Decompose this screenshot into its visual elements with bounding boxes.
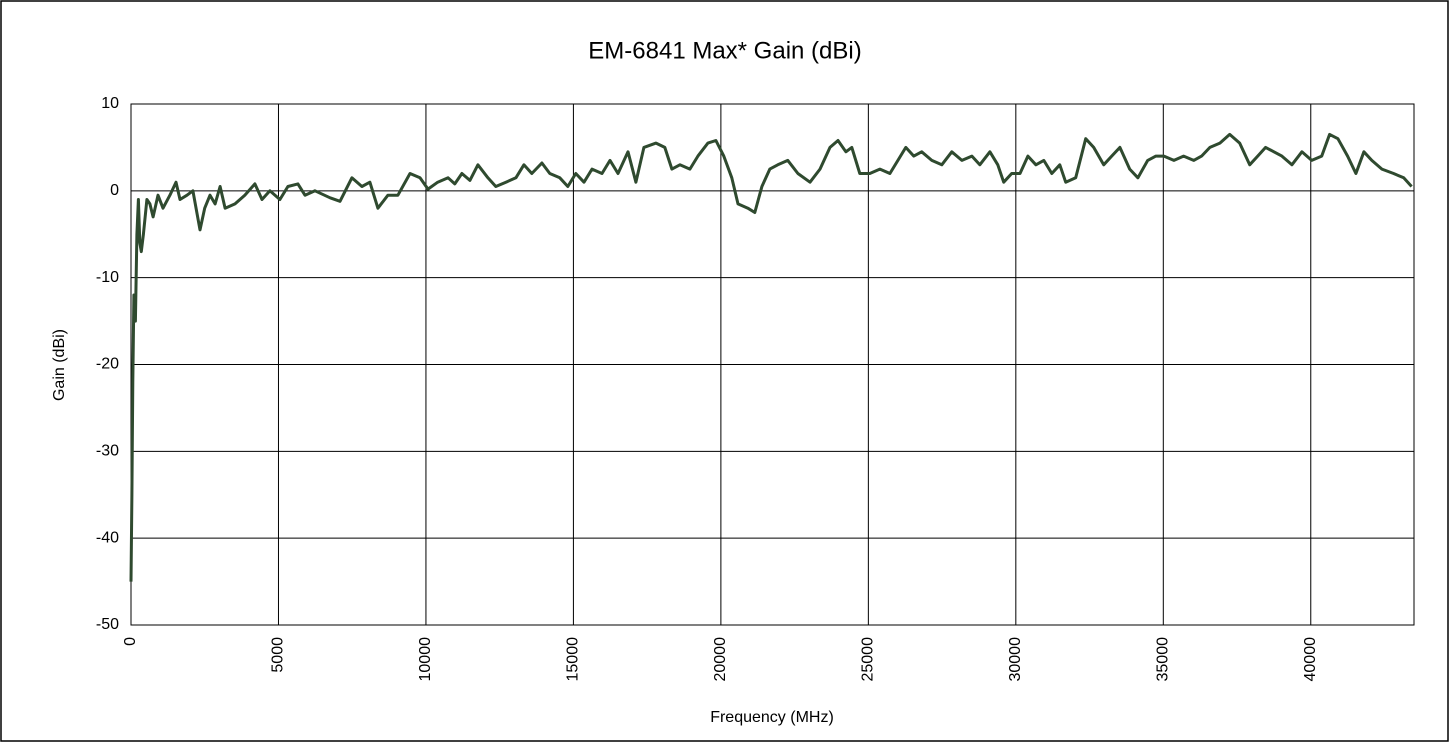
y-tick-label: -10: [96, 269, 119, 286]
x-axis-label: Frequency (MHz): [710, 709, 834, 726]
x-tick-label: 0: [122, 637, 139, 646]
x-tick-label: 30000: [1007, 637, 1024, 682]
x-tick-label: 40000: [1302, 637, 1319, 682]
y-tick-label: -40: [96, 529, 119, 546]
x-tick-label: 5000: [270, 637, 287, 673]
data-line: [129, 132, 1413, 582]
x-tick-label: 35000: [1155, 637, 1172, 682]
y-tick-label: 0: [110, 182, 119, 199]
y-tick-label: -30: [96, 443, 119, 460]
x-tick-label: 20000: [712, 637, 729, 682]
y-axis-label: Gain (dBi): [51, 329, 68, 401]
y-tick-label: -20: [96, 356, 119, 373]
x-tick-label: 10000: [417, 637, 434, 682]
y-tick-label: -50: [96, 616, 119, 633]
chart-title: EM-6841 Max* Gain (dBi): [588, 37, 861, 64]
x-tick-label: 15000: [565, 637, 582, 682]
y-tick-label: 10: [101, 95, 119, 112]
x-tick-label: 25000: [860, 637, 877, 682]
